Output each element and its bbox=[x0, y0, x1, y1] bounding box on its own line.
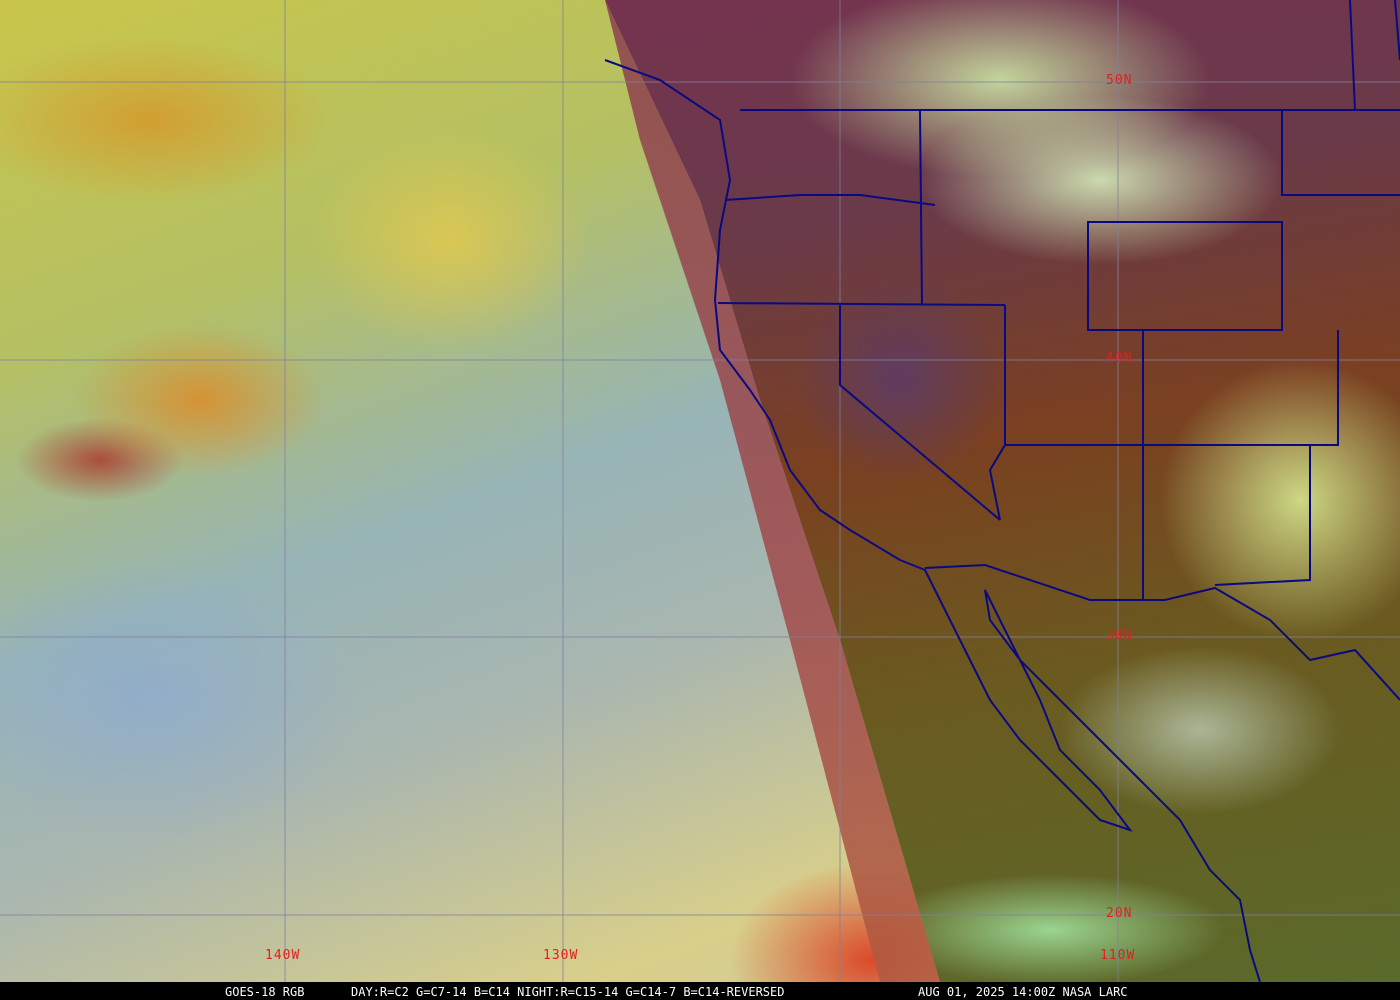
idaho-border bbox=[919, 109, 923, 306]
us-mexico-border bbox=[924, 563, 1400, 701]
or-ca-border bbox=[717, 302, 1006, 306]
lat-label-50n: 50N bbox=[1106, 73, 1133, 88]
montana-border bbox=[950, 109, 1400, 196]
timestamp: AUG 01, 2025 14:00Z NASA LARC bbox=[918, 985, 1128, 999]
lat-label-40n: 40N bbox=[1106, 351, 1133, 366]
lat-label-20n: 20N bbox=[1106, 906, 1133, 921]
nv-ut-border bbox=[988, 305, 1006, 521]
rgb-recipe: DAY:R=C2 G=C7-14 B=C14 NIGHT:R=C15-14 G=… bbox=[351, 985, 785, 999]
west-coastline bbox=[604, 59, 1261, 982]
lon-label-140w: 140W bbox=[265, 948, 301, 963]
caption-bar: GOES-18 RGB DAY:R=C2 G=C7-14 B=C14 NIGHT… bbox=[0, 984, 1400, 1000]
tx-border bbox=[1214, 445, 1311, 586]
lon-label-130w: 130W bbox=[543, 948, 579, 963]
canada-provinces bbox=[1349, 0, 1400, 111]
az-nm-border bbox=[1005, 330, 1339, 446]
ca-nv-border bbox=[839, 305, 1001, 521]
ut-co-border bbox=[1087, 221, 1283, 331]
lon-label-110w: 110W bbox=[1100, 948, 1136, 963]
satellite-name: GOES-18 RGB bbox=[225, 985, 305, 999]
lat-label-30n: 30N bbox=[1106, 628, 1133, 643]
wa-or-border bbox=[724, 194, 936, 206]
